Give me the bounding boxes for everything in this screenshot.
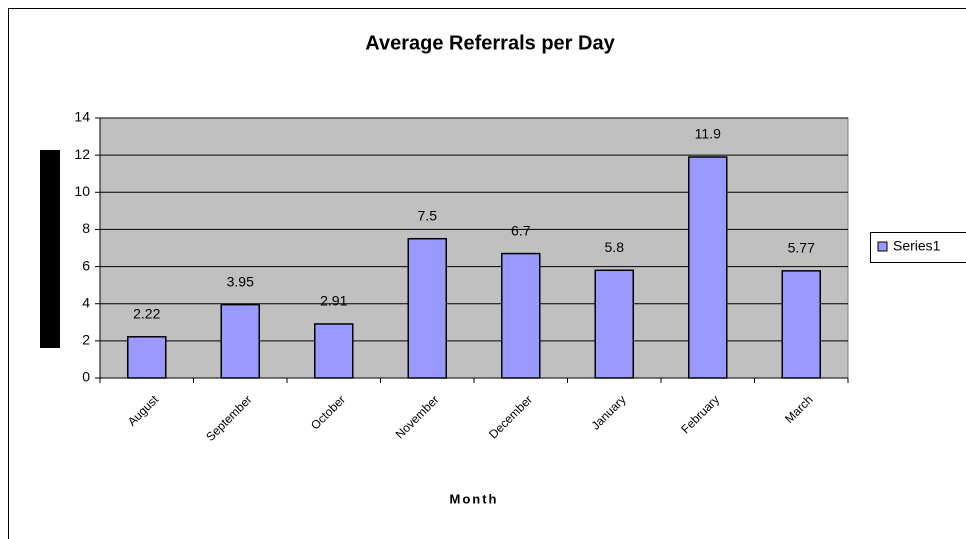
- legend-swatch: [877, 241, 888, 252]
- bar: [220, 303, 260, 379]
- y-tick-label: 2: [82, 332, 90, 348]
- y-tick-label: 0: [82, 369, 90, 385]
- data-label: 5.77: [788, 240, 815, 256]
- y-tick-label: 12: [74, 146, 90, 162]
- bar: [407, 237, 447, 379]
- data-label: 11.9: [695, 126, 721, 142]
- data-label: 6.7: [511, 222, 531, 238]
- y-tick-label: 6: [82, 257, 90, 273]
- legend-label: Series1: [893, 238, 941, 254]
- data-label: 3.95: [227, 273, 254, 289]
- bar: [501, 252, 541, 379]
- data-label: 5.8: [605, 239, 625, 255]
- bar: [314, 323, 354, 379]
- bar: [127, 336, 167, 379]
- bar: [688, 156, 728, 379]
- data-label: 7.5: [418, 207, 438, 223]
- y-tick-label: 4: [82, 294, 90, 310]
- redacted-axis-title: [40, 150, 60, 348]
- y-tick-label: 8: [82, 220, 90, 236]
- x-axis-title: Month: [450, 491, 499, 506]
- bar: [781, 270, 821, 379]
- plot-area: [99, 117, 849, 379]
- legend-box: [870, 232, 966, 263]
- data-label: 2.91: [320, 293, 347, 309]
- chart-title: Average Referrals per Day: [365, 32, 615, 54]
- bar: [594, 269, 634, 379]
- data-label: 2.22: [133, 305, 160, 321]
- y-tick-label: 10: [74, 183, 90, 199]
- y-tick-label: 14: [74, 109, 90, 125]
